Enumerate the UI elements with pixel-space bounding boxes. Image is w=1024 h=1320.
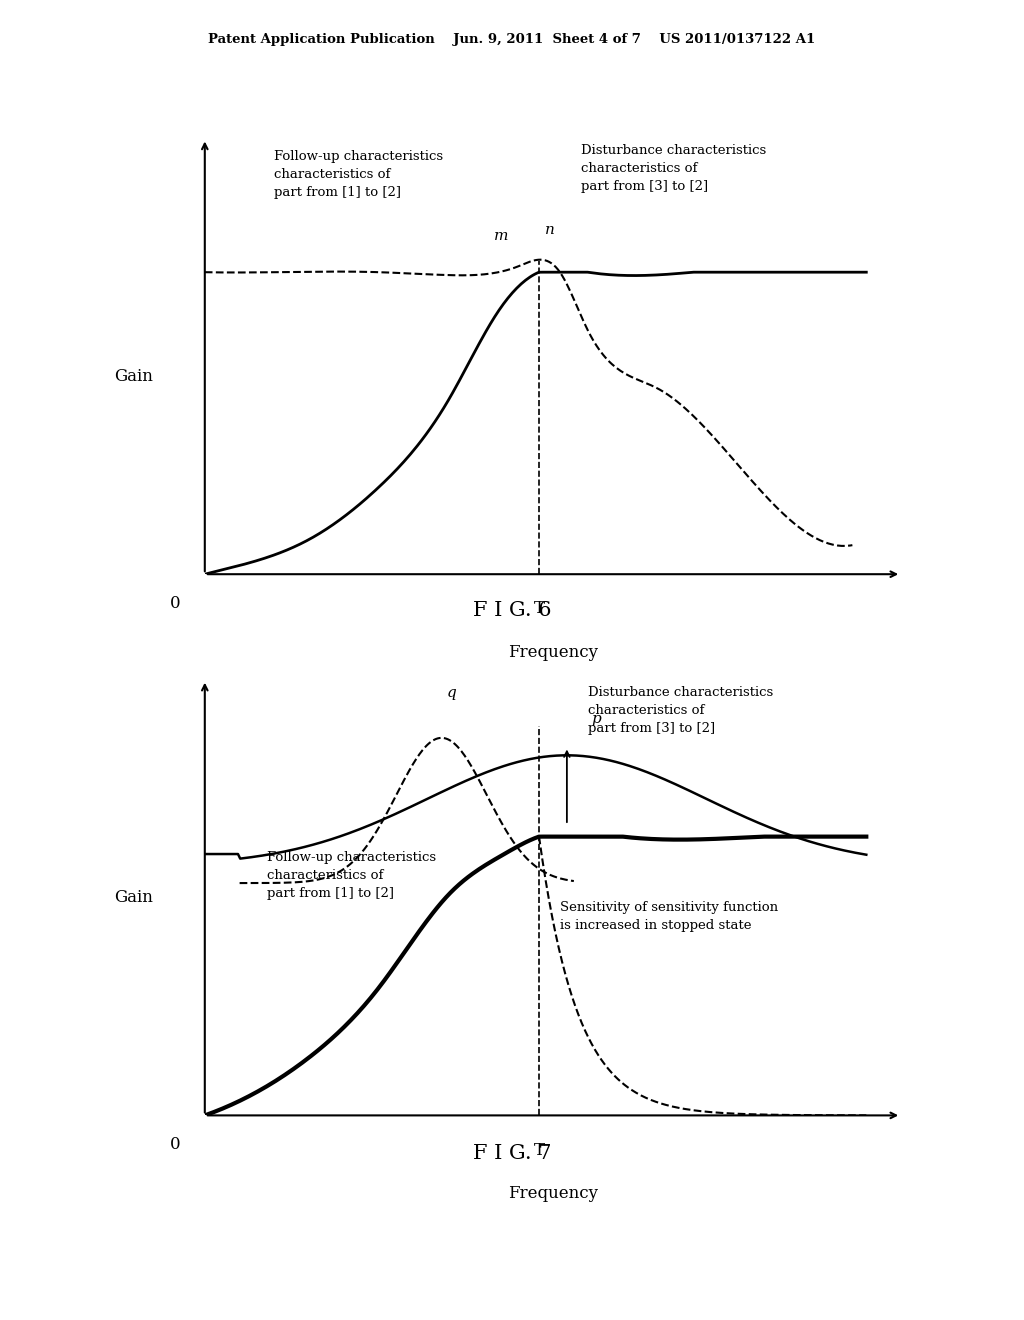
Text: Sensitivity of sensitivity function
is increased in stopped state: Sensitivity of sensitivity function is i… — [560, 900, 778, 932]
Text: Gain: Gain — [114, 368, 153, 384]
Text: Gain: Gain — [114, 890, 153, 906]
Text: F I G. 7: F I G. 7 — [473, 1144, 551, 1163]
Text: T: T — [534, 601, 545, 618]
Text: Frequency: Frequency — [508, 644, 598, 661]
Text: Disturbance characteristics
characteristics of
part from [3] to [2]: Disturbance characteristics characterist… — [588, 685, 773, 735]
Text: n: n — [545, 223, 554, 238]
Text: m: m — [494, 230, 508, 243]
Text: Frequency: Frequency — [508, 1185, 598, 1203]
Text: F I G. 6: F I G. 6 — [473, 601, 551, 619]
Text: Follow-up characteristics
characteristics of
part from [1] to [2]: Follow-up characteristics characteristic… — [267, 851, 436, 900]
Text: q: q — [447, 686, 457, 700]
Text: Follow-up characteristics
characteristics of
part from [1] to [2]: Follow-up characteristics characteristic… — [274, 150, 443, 199]
Text: 0: 0 — [170, 594, 180, 611]
Text: Patent Application Publication    Jun. 9, 2011  Sheet 4 of 7    US 2011/0137122 : Patent Application Publication Jun. 9, 2… — [208, 33, 816, 46]
Text: T: T — [534, 1142, 545, 1159]
Text: 0: 0 — [170, 1135, 180, 1152]
Text: Disturbance characteristics
characteristics of
part from [3] to [2]: Disturbance characteristics characterist… — [581, 144, 766, 194]
Text: p: p — [591, 713, 601, 726]
